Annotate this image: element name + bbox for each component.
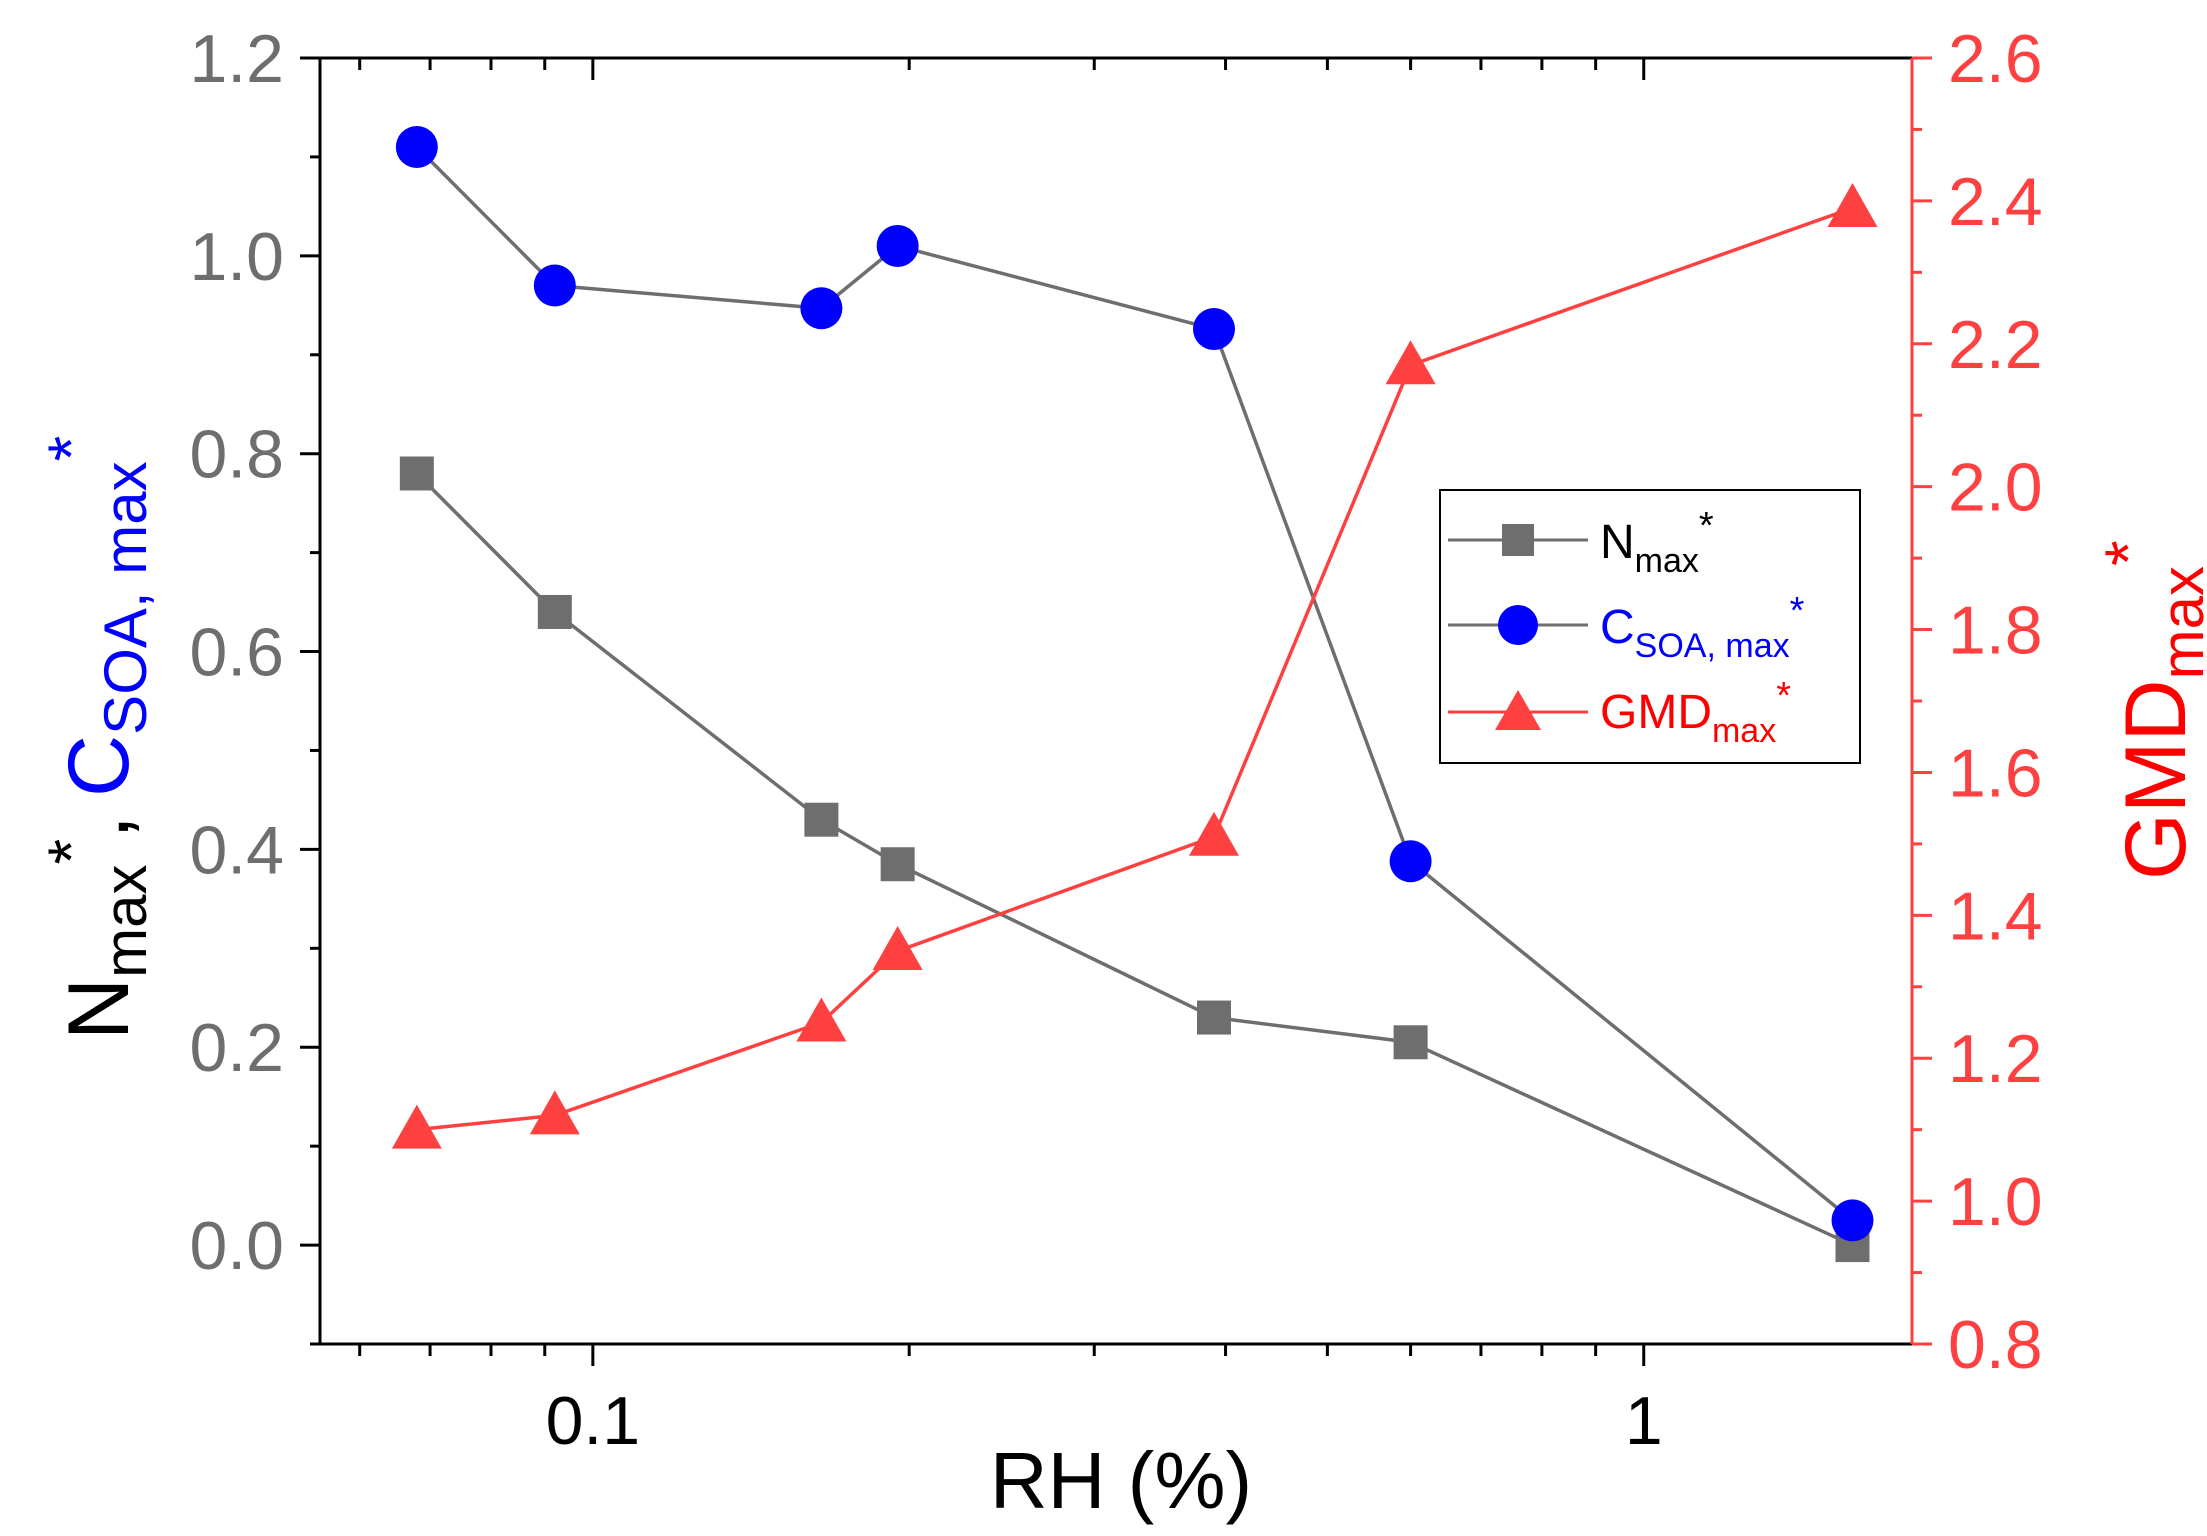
y-left-tick-label: 1.2 [189,21,284,97]
legend: Nmax* CSOA, max* GMDmax* [1439,489,1861,764]
legend-marker-gmd [1495,690,1541,730]
y-right-tick-label: 2.6 [1948,21,2043,97]
y-left-tick-label: 0.4 [189,812,284,888]
y-right-tick-label: 1.0 [1948,1164,2043,1240]
y-left-tick-label: 1.0 [189,219,284,295]
point-circle-marker [1389,840,1432,883]
y-right-tick-label: 2.2 [1948,307,2043,383]
point-circle-marker [1831,1199,1874,1242]
legend-marker-c [1498,605,1538,645]
point-circle-marker [876,224,919,267]
x-tick-label: 1 [1625,1383,1663,1459]
legend-marker-n [1502,524,1534,556]
y-right-tick-label: 1.6 [1948,735,2043,811]
y-left-tick-label: 0.6 [189,615,284,691]
point-triangle-marker [796,997,847,1042]
point-square-marker [399,456,434,491]
point-circle-marker [533,264,576,307]
y-axis-title-left: Nmax*,CSOA, max* [34,436,159,1040]
point-square-marker [537,594,572,629]
y-right-tick-label: 2.4 [1948,164,2043,240]
y-left-tick-label: 0.2 [189,1010,284,1086]
y-right-tick-label: 0.8 [1948,1307,2043,1383]
legend-label-c: CSOA, max* [1600,590,1805,665]
point-triangle-marker [529,1090,580,1135]
y-left-tick-label: 0.8 [189,417,284,493]
y-axis-title-right: GMDmax* [2091,540,2207,880]
legend-label-gmd: GMDmax* [1600,675,1791,750]
point-circle-marker [395,126,438,169]
point-triangle-marker [1827,183,1878,228]
point-square-marker [1393,1025,1428,1060]
point-triangle-marker [1188,811,1239,856]
y-right-tick-label: 2.0 [1948,450,2043,526]
point-triangle-marker [391,1104,442,1149]
point-square-marker [804,802,839,837]
y-left-tick-label: 0.0 [189,1208,284,1284]
y-right-tick-label: 1.2 [1948,1021,2043,1097]
point-triangle-marker [1385,340,1436,385]
point-square-marker [880,847,915,882]
x-axis-title: RH (%) [990,1436,1252,1525]
y-right-tick-label: 1.4 [1948,878,2043,954]
point-circle-marker [1192,308,1235,351]
point-triangle-marker [872,926,923,971]
point-square-marker [1196,1000,1231,1035]
x-tick-label: 0.1 [546,1383,641,1459]
point-circle-marker [800,287,843,330]
series-layer [391,126,1878,1263]
axes-layer: 0.0 0.2 0.4 0.6 0.8 1.0 1.2 0.8 1.0 1.2 1.4 1.6 1.8 2… [189,21,2042,1459]
legend-label-n: Nmax* [1600,505,1714,580]
y-right-tick-label: 1.8 [1948,593,2043,669]
